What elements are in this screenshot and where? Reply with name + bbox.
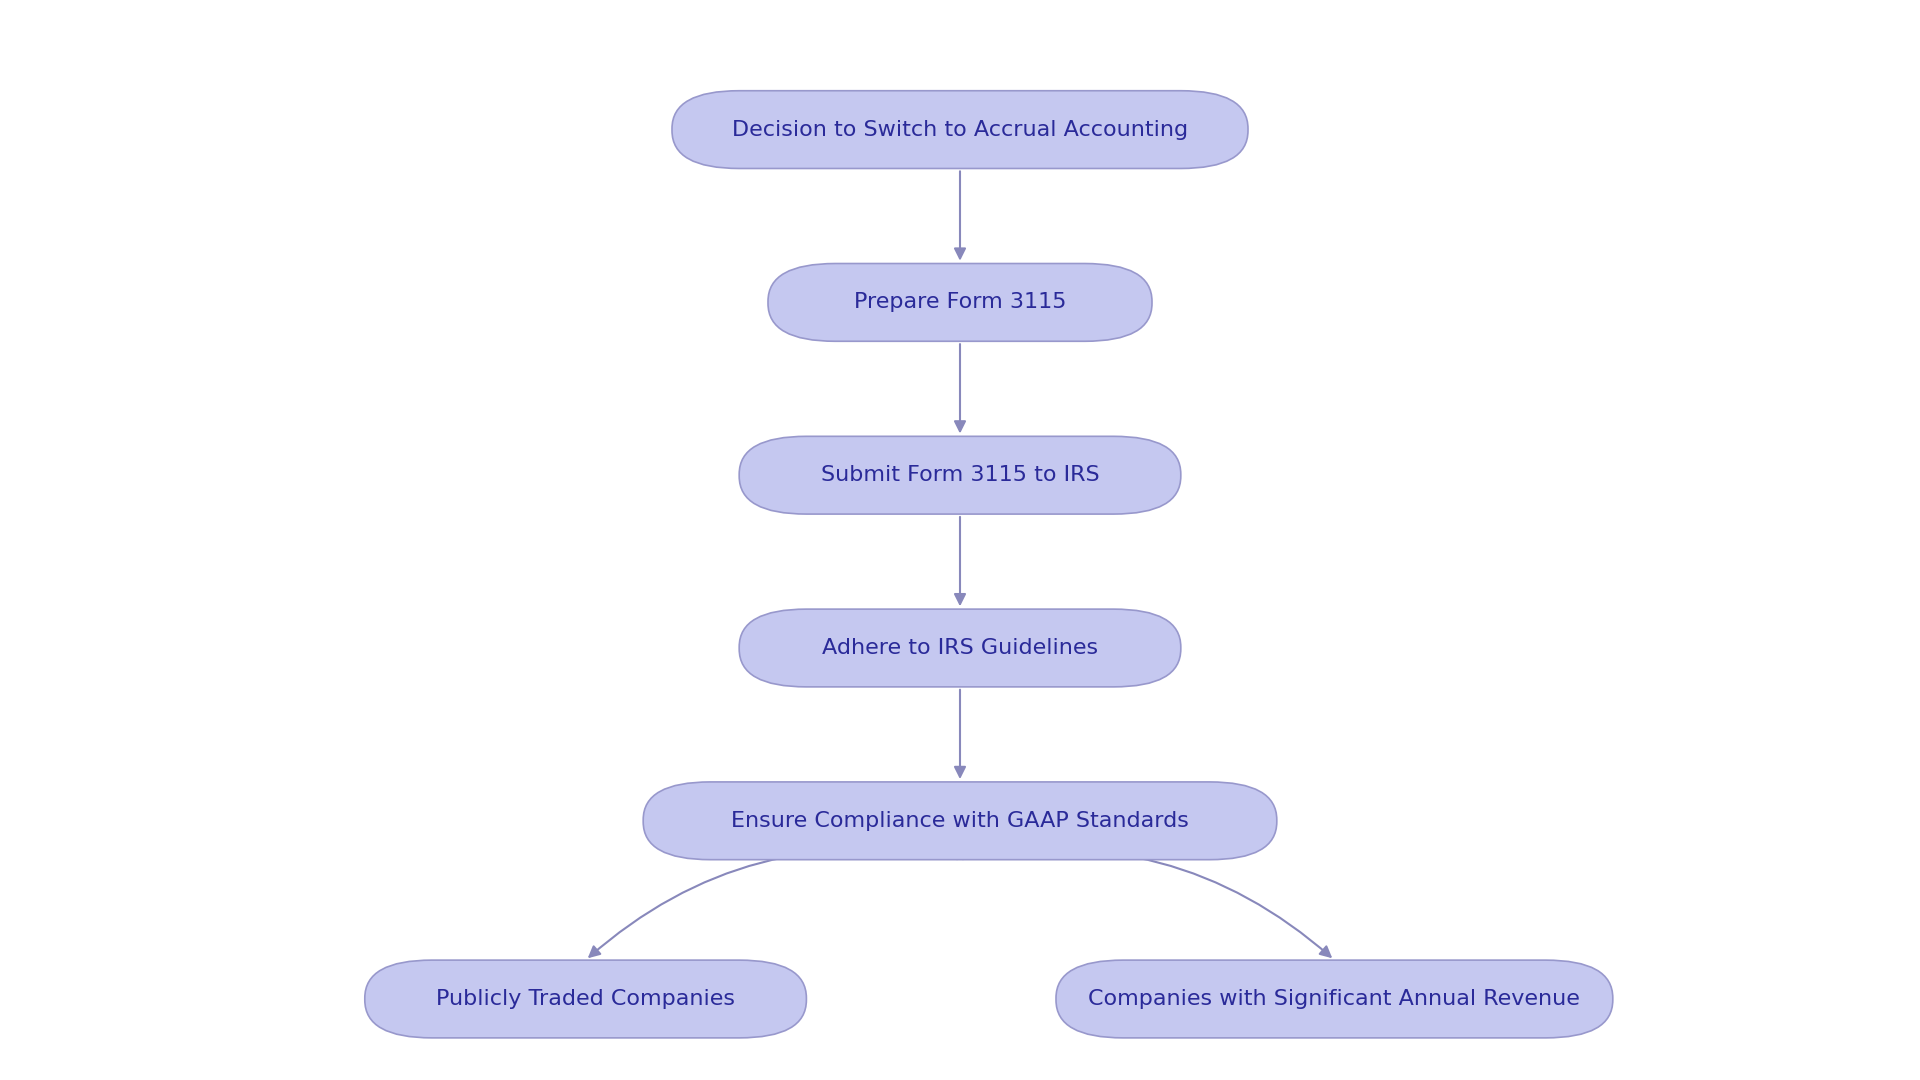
Text: Companies with Significant Annual Revenue: Companies with Significant Annual Revenu… [1089, 989, 1580, 1009]
FancyBboxPatch shape [365, 960, 806, 1038]
Text: Publicly Traded Companies: Publicly Traded Companies [436, 989, 735, 1009]
Text: Ensure Compliance with GAAP Standards: Ensure Compliance with GAAP Standards [732, 811, 1188, 831]
FancyBboxPatch shape [739, 609, 1181, 687]
Text: Adhere to IRS Guidelines: Adhere to IRS Guidelines [822, 638, 1098, 658]
Text: Decision to Switch to Accrual Accounting: Decision to Switch to Accrual Accounting [732, 120, 1188, 139]
FancyBboxPatch shape [643, 782, 1277, 860]
FancyBboxPatch shape [1056, 960, 1613, 1038]
FancyBboxPatch shape [672, 91, 1248, 168]
FancyBboxPatch shape [768, 264, 1152, 341]
Text: Submit Form 3115 to IRS: Submit Form 3115 to IRS [820, 465, 1100, 485]
Text: Prepare Form 3115: Prepare Form 3115 [854, 293, 1066, 312]
FancyBboxPatch shape [739, 436, 1181, 514]
